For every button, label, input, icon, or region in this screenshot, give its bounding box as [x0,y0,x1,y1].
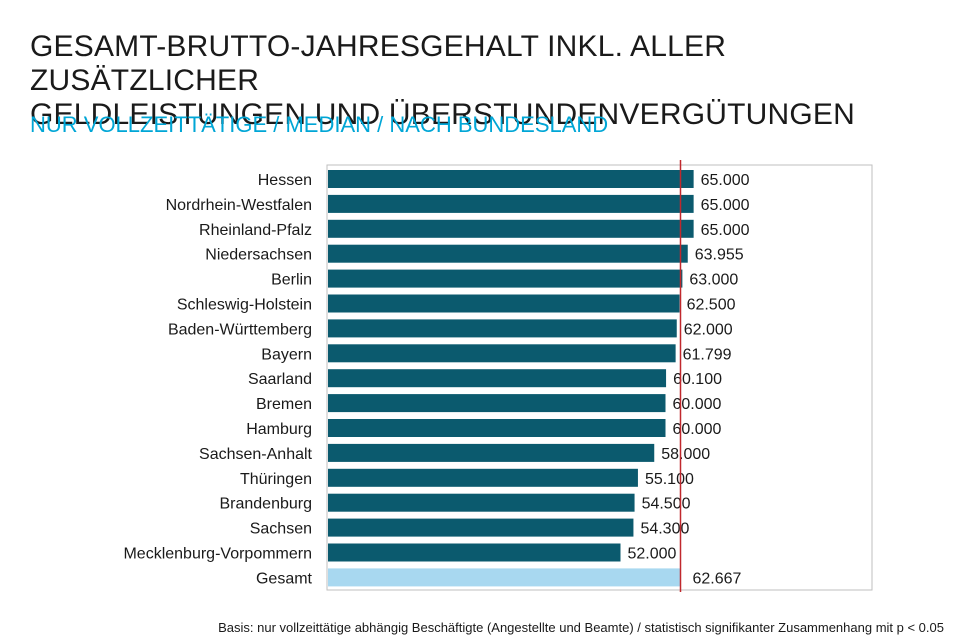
bar-sachsen-anhalt [328,443,655,462]
value-label: 63.955 [695,247,744,264]
bar-hessen [328,170,694,188]
category-label: Schleswig-Holstein [177,297,312,314]
value-label: 63.000 [689,272,738,289]
bar-brandenburg [328,493,635,512]
value-label: 62.667 [693,570,742,587]
value-label: 60.000 [673,396,722,413]
bar-bayern [328,344,676,363]
footnote: Basis: nur vollzeittätige abhängig Besch… [218,620,944,635]
bar-berlin [328,269,683,288]
bar-rheinland-pfalz [328,219,694,238]
category-label: Niedersachsen [205,247,312,264]
value-label: 62.500 [687,297,736,314]
bar-chart: Hessen 65.000 Nordrhein-Westfalen 65.000 Rhe… [123,160,873,592]
bar-thüringen [328,468,638,487]
bar-sachsen [328,518,634,537]
bar-saarland [328,369,667,388]
category-label: Mecklenburg-Vorpommern [123,546,312,563]
plot-frame [326,164,873,591]
value-label: 65.000 [701,197,750,214]
category-label: Sachsen-Anhalt [199,446,313,463]
value-label: 65.000 [701,172,750,189]
title-line-2: GELDLEISTUNGEN UND ÜBERSTUNDENVERGÜTUNGE… [30,98,855,131]
category-label: Thüringen [240,471,312,488]
category-label: Saarland [248,371,312,388]
category-label: Hessen [258,172,312,189]
bar-nordrhein-westfalen [328,194,694,213]
category-label: Gesamt [256,570,313,587]
bar-baden-württemberg [328,319,677,338]
category-label: Nordrhein-Westfalen [166,197,312,214]
value-label: 54.300 [640,521,689,538]
value-label: 52.000 [628,546,677,563]
category-label: Baden-Württemberg [168,321,312,338]
category-label: Sachsen [250,521,312,538]
bar-bremen [328,394,666,413]
category-label: Brandenburg [219,496,312,513]
value-label: 62.000 [684,321,733,338]
value-label: 55.100 [645,471,694,488]
category-label: Hamburg [246,421,312,438]
bar-hamburg [328,419,666,437]
category-label: Berlin [271,272,312,289]
bar-mecklenburg-vorpommern [328,543,621,562]
value-label: 54.500 [642,496,691,513]
bar-niedersachsen [328,244,688,263]
title-line-1: GESAMT-BRUTTO-JAHRESGEHALT INKL. ALLER Z… [30,30,727,97]
value-label: 60.000 [673,421,722,438]
category-label: Bayern [261,346,312,363]
bar-gesamt [328,568,681,587]
chart-subtitle: NUR VOLLZEITTÄTIGE / MEDIAN / NACH BUNDE… [30,112,609,137]
bar-schleswig-holstein [328,294,680,313]
value-label: 61.799 [683,346,732,363]
value-label: 60.100 [673,371,722,388]
category-label: Rheinland-Pfalz [199,222,312,239]
value-label: 58.000 [661,446,710,463]
chart-title: GESAMT-BRUTTO-JAHRESGEHALT INKL. ALLER Z… [30,30,960,132]
value-label: 65.000 [701,222,750,239]
category-label: Bremen [256,396,312,413]
